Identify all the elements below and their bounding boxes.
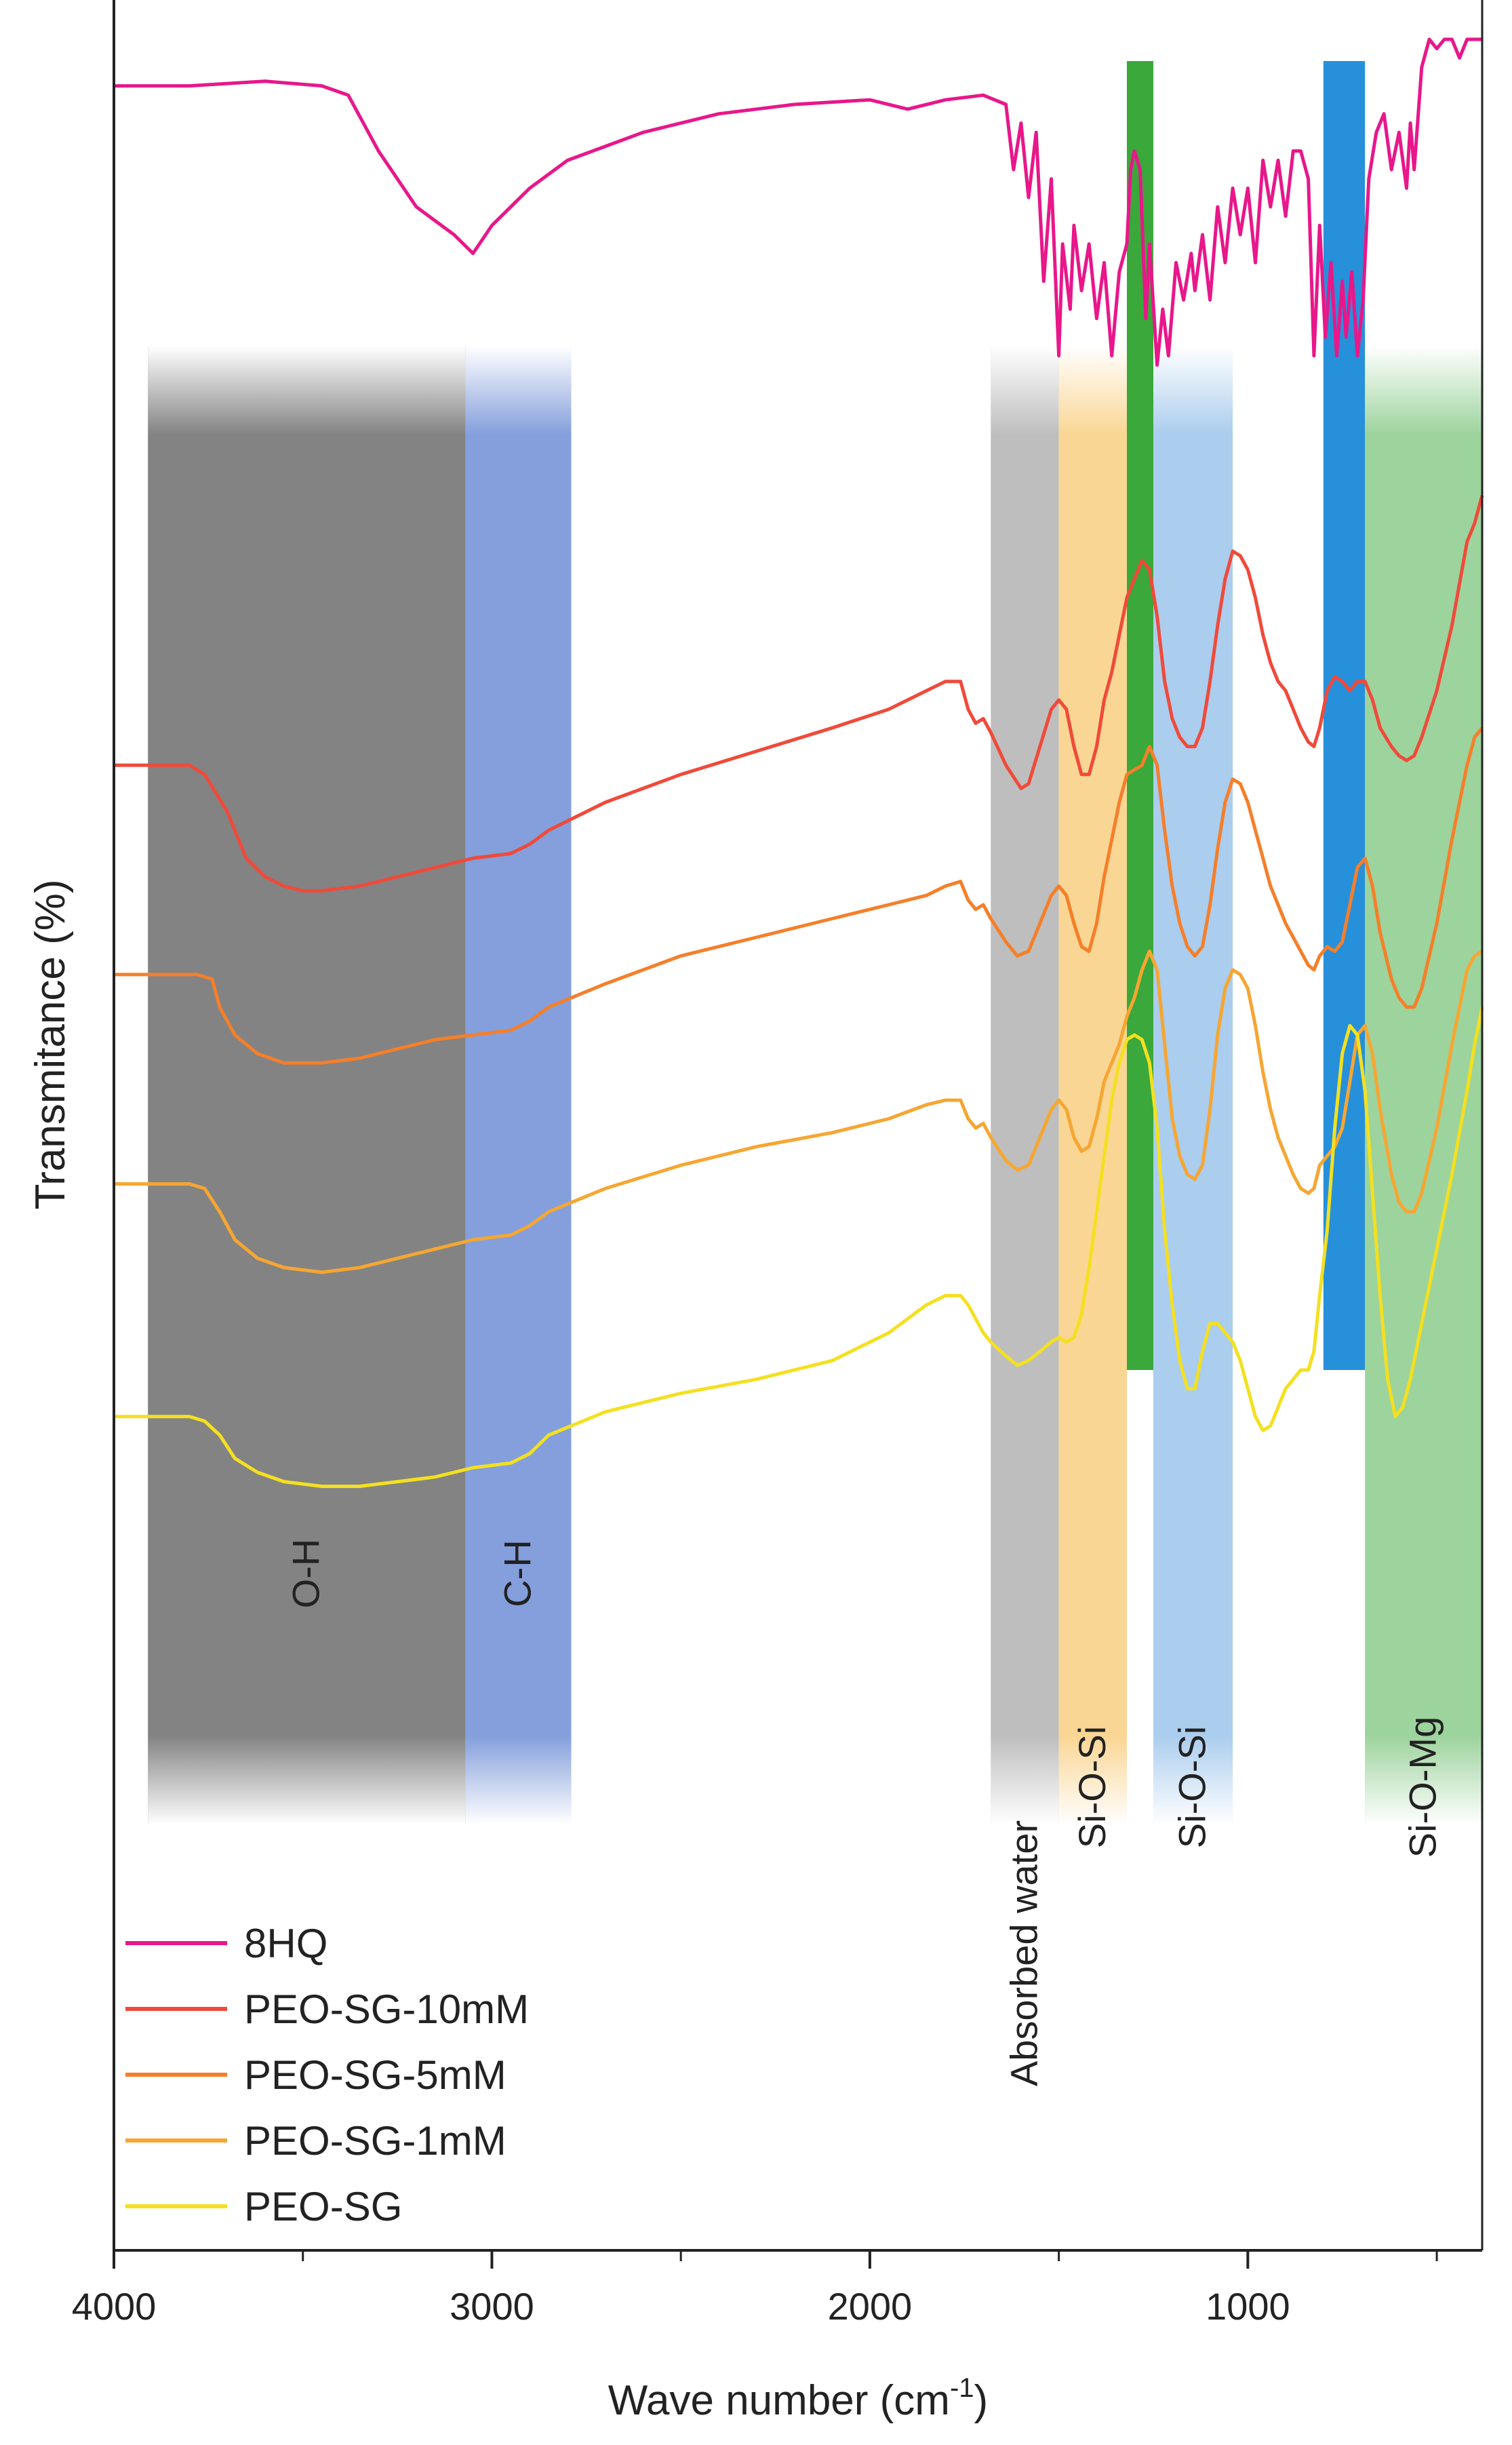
legend-label-peo-sg-1mm: PEO-SG-1mM <box>244 2118 506 2164</box>
series-line-peo-sg-1mm <box>114 950 1484 1274</box>
band-fade-si-o-si-2 <box>1153 346 1233 1824</box>
band-fade-absorbed-water <box>991 346 1059 1824</box>
axes-layer <box>113 0 1484 2252</box>
x-tick-label-4000: 4000 <box>72 2285 157 2328</box>
legend: 8HQ PEO-SG-10mM PEO-SG-5mM PEO-SG-1mM PEO-SG <box>125 1921 529 2229</box>
x-tick-label-1000: 1000 <box>1206 2285 1290 2328</box>
series-line-peo-sg-10mm <box>114 494 1484 893</box>
band-fade-si-o-si-1 <box>1058 346 1127 1824</box>
series-line-8hq <box>114 37 1482 367</box>
band-label-O-H: O-H <box>284 1539 327 1609</box>
series-line-peo-sg <box>114 1006 1484 1488</box>
band-label-si-o-mg: Si-O-Mg <box>1401 1717 1444 1858</box>
legend-label-peo-sg: PEO-SG <box>244 2184 402 2229</box>
series-layer <box>114 37 1484 1488</box>
band-label-si-o-si-2: Si-O-Si <box>1171 1726 1214 1848</box>
legend-label-8hq: 8HQ <box>244 1921 327 1966</box>
band-blue-narrow <box>1323 61 1366 1370</box>
band-label-layer: O-H C-H Absorbed water Si-O-Si Si-O-Si Si-O-M… <box>284 1539 1444 2086</box>
series-line-peo-sg-5mm <box>114 726 1484 1065</box>
band-fade-O-H <box>148 346 466 1824</box>
band-fade-si-o-mg <box>1365 346 1482 1824</box>
legend-label-peo-sg-10mm: PEO-SG-10mM <box>244 1987 529 2032</box>
band-label-absorbed-water: Absorbed water <box>1002 1820 1045 2086</box>
x-tick-label-2000: 2000 <box>828 2285 913 2328</box>
x-axis-label: Wave number (cm-1) <box>608 2373 988 2424</box>
band-layer <box>148 61 1482 1824</box>
band-label-si-o-si-1: Si-O-Si <box>1071 1726 1113 1848</box>
tick-layer: 4000 3000 2000 1000 <box>72 2250 1438 2328</box>
legend-label-peo-sg-5mm: PEO-SG-5mM <box>244 2052 506 2098</box>
x-tick-label-3000: 3000 <box>450 2285 534 2328</box>
band-fade-C-H <box>465 346 572 1824</box>
band-label-C-H: C-H <box>496 1540 538 1607</box>
y-axis-label: Transmitance (%) <box>27 880 74 1210</box>
